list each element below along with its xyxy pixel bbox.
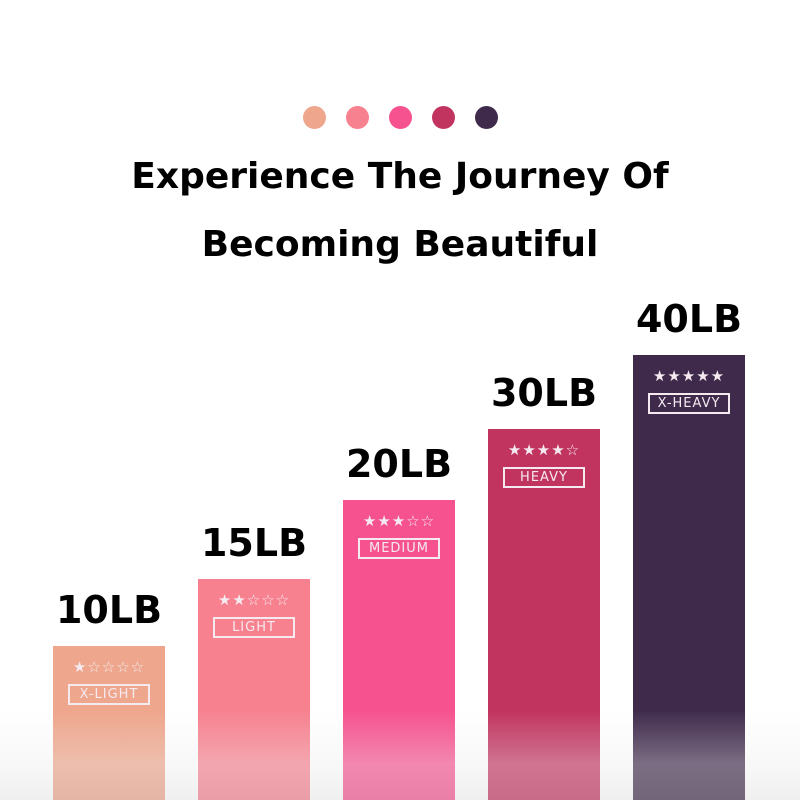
star-rating: ★★★☆☆ — [362, 512, 436, 530]
level-badge: LIGHT — [213, 617, 295, 638]
weight-label: 15LB — [200, 521, 308, 565]
color-dot — [474, 106, 498, 129]
star-rating: ★★☆☆☆ — [217, 591, 291, 609]
color-dot — [388, 106, 412, 129]
band-fill — [633, 355, 745, 800]
headline-line-2: Becoming Beautiful — [201, 224, 599, 265]
band-fill — [488, 429, 600, 800]
weight-label: 20LB — [345, 442, 453, 486]
band-heavy: 30LB ★★★★☆ HEAVY — [488, 371, 600, 800]
star-rating: ★★★★☆ — [507, 441, 581, 459]
color-dot — [431, 106, 455, 129]
band-light: 15LB ★★☆☆☆ LIGHT — [198, 521, 310, 800]
band-x-heavy: 40LB ★★★★★ X-HEAVY — [633, 297, 745, 800]
band-medium: 20LB ★★★☆☆ MEDIUM — [343, 442, 455, 800]
star-rating: ★☆☆☆☆ — [72, 658, 146, 676]
level-badge: X-LIGHT — [68, 684, 150, 705]
color-dot — [302, 106, 326, 129]
color-dot — [345, 106, 369, 129]
band-fill — [343, 500, 455, 800]
star-rating: ★★★★★ — [652, 367, 726, 385]
weight-label: 10LB — [55, 588, 163, 632]
band-fill — [198, 579, 310, 800]
band-fill — [53, 646, 165, 800]
level-badge: MEDIUM — [358, 538, 440, 559]
weight-label: 40LB — [635, 297, 743, 341]
level-badge: X-HEAVY — [648, 393, 730, 414]
weight-label: 30LB — [490, 371, 598, 415]
level-badge: HEAVY — [503, 467, 585, 488]
headline-line-1: Experience The Journey Of — [131, 156, 669, 197]
band-x-light: 10LB ★☆☆☆☆ X-LIGHT — [53, 588, 165, 800]
color-dots — [0, 106, 800, 129]
